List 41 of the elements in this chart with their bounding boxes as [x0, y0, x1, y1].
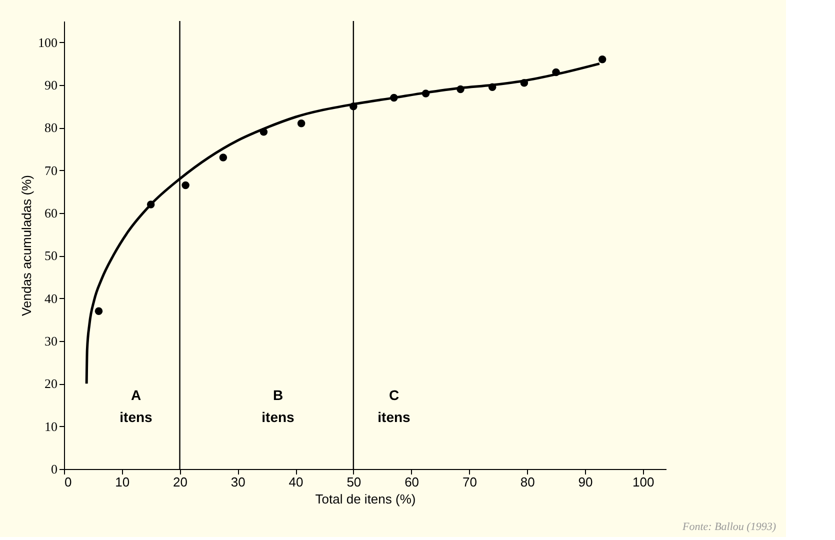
y-tick-label: 100: [38, 34, 58, 50]
y-tick-label: 10: [44, 418, 58, 434]
x-tick-label: 60: [404, 474, 420, 490]
point: [552, 68, 560, 76]
x-tick-label: 80: [520, 474, 535, 490]
y-tick-label: 50: [44, 248, 58, 264]
y-tick-label: 40: [44, 290, 58, 306]
annotation: B itens: [262, 387, 295, 425]
y-tick-label: 80: [44, 120, 58, 136]
x-tick-label: 0: [64, 474, 72, 490]
x-tick-label: 50: [346, 474, 362, 490]
point: [598, 56, 606, 64]
x-tick-label: 70: [462, 474, 477, 490]
x-tick-label: 90: [578, 474, 593, 490]
point: [219, 154, 228, 162]
point: [488, 83, 496, 91]
y-axis-title: Vendas acumuladas (%): [19, 175, 34, 316]
point: [390, 94, 398, 102]
y-tick-label: 0: [51, 462, 58, 476]
point: [94, 307, 103, 315]
x-tick-label: 20: [173, 474, 188, 490]
x-tick-label: 40: [288, 474, 304, 490]
y-tick-label: 70: [44, 162, 58, 178]
point: [456, 85, 464, 94]
source-note: Fonte: Ballou (1993): [682, 521, 776, 533]
annotation: C itens: [378, 387, 411, 425]
x-tick-label: 30: [230, 474, 246, 490]
point: [260, 128, 268, 136]
y-tick-label: 30: [44, 334, 58, 348]
y-tick-label: 90: [44, 78, 58, 92]
x-tick-label: 10: [115, 474, 130, 490]
point: [422, 90, 430, 98]
annotation: A itens: [120, 387, 153, 425]
point: [297, 120, 306, 128]
y-tick-label: 60: [44, 206, 58, 220]
point: [182, 181, 190, 190]
x-tick-label: 100: [632, 474, 654, 490]
x-axis-title: Total de itens (%): [315, 492, 416, 506]
point: [146, 200, 155, 208]
y-tick-label: 20: [44, 376, 58, 392]
point: [520, 79, 528, 87]
